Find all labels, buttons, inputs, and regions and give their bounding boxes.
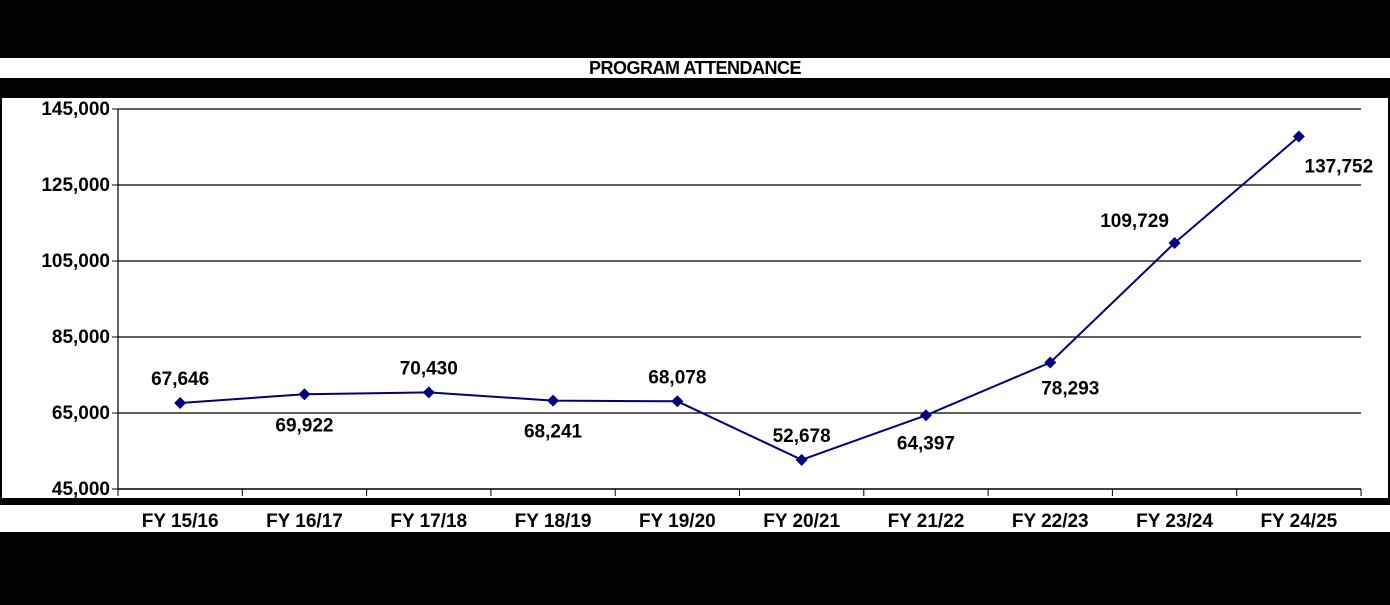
data-point-marker: [919, 409, 932, 422]
x-tick-label: FY 19/20: [639, 511, 716, 532]
data-label: 64,397: [897, 433, 955, 454]
y-tick-label: 105,000: [41, 251, 110, 272]
data-point-marker: [671, 395, 684, 408]
data-label: 109,729: [1100, 211, 1169, 232]
y-tick-label: 85,000: [52, 327, 110, 348]
bottom-black-band: [0, 532, 1390, 605]
x-tick-label: FY 18/19: [515, 511, 592, 532]
top-black-band: [0, 0, 1390, 58]
x-tick-label: FY 20/21: [763, 511, 840, 532]
data-label: 68,241: [524, 422, 583, 443]
data-point-marker: [547, 394, 560, 407]
series-line: [180, 135, 1300, 461]
y-tick-label: 65,000: [52, 403, 110, 424]
x-tick-label: FY 23/24: [1136, 511, 1213, 532]
x-tick-label: FY 24/25: [1260, 511, 1337, 532]
data-label: 78,293: [1041, 378, 1099, 399]
data-point-marker: [1044, 356, 1057, 369]
x-tick-label: FY 17/18: [390, 511, 467, 532]
data-point-marker: [298, 388, 311, 401]
y-tick-label: 125,000: [41, 175, 110, 196]
data-point-marker: [1292, 130, 1305, 143]
data-label: 137,752: [1305, 157, 1374, 178]
data-point-marker: [795, 453, 808, 466]
x-tick-label: FY 15/16: [142, 511, 219, 532]
data-label: 67,646: [151, 369, 209, 390]
data-point-marker: [422, 386, 435, 399]
title-black-band: [0, 78, 1390, 98]
frame-right: [1388, 98, 1390, 498]
frame-left: [0, 98, 2, 498]
data-label: 70,430: [400, 358, 458, 379]
data-label: 52,678: [773, 426, 831, 447]
y-tick-label: 145,000: [41, 99, 110, 120]
data-point-marker: [174, 396, 187, 409]
data-label: 68,078: [648, 367, 706, 388]
x-tick-label: FY 21/22: [888, 511, 965, 532]
x-tick-label: FY 16/17: [266, 511, 343, 532]
axis-black-band: [0, 498, 1390, 505]
data-label: 69,922: [275, 415, 333, 436]
data-point-marker: [1168, 237, 1181, 250]
y-tick-label: 45,000: [52, 479, 110, 500]
chart-title: PROGRAM ATTENDANCE: [589, 58, 802, 78]
x-tick-label: FY 22/23: [1012, 511, 1089, 532]
